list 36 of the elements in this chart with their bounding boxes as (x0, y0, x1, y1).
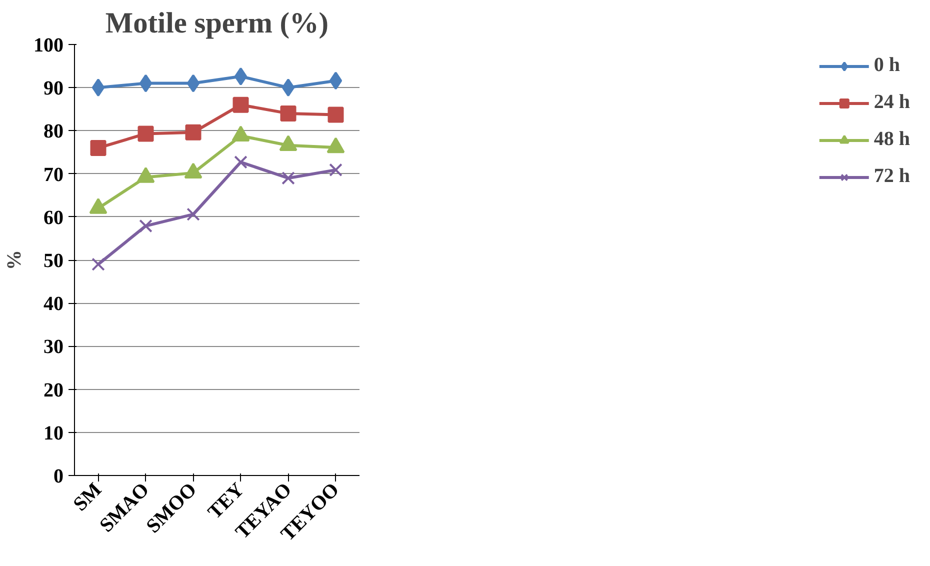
point (139, 219, 152, 233)
y-tick-label: 0 (54, 466, 64, 488)
y-tick-label: 10 (44, 422, 64, 444)
point (329, 163, 342, 177)
x-tick-label: SM (69, 478, 106, 516)
point (282, 171, 295, 185)
point (328, 106, 344, 123)
point (234, 156, 248, 169)
point (282, 78, 295, 97)
legend-label: 0 h (874, 54, 900, 77)
y-tick-label: 80 (44, 120, 64, 143)
y-tick-label: 90 (44, 78, 64, 100)
point (139, 74, 152, 92)
y-tick-label: 50 (44, 250, 64, 272)
point (329, 72, 342, 90)
point (186, 74, 200, 92)
point (138, 126, 154, 142)
legend-label: 24 h (874, 91, 910, 114)
y-tick-label: 60 (44, 206, 64, 229)
legend-label: 48 h (874, 128, 910, 151)
y-axis-title: % (4, 250, 26, 270)
y-tick-label: 100 (34, 34, 64, 56)
chart-title: Motile sperm (%) (105, 8, 329, 40)
legend-label: 72 h (874, 165, 910, 188)
point (234, 67, 248, 86)
point (232, 96, 249, 113)
point (185, 124, 202, 140)
y-tick-label: 30 (44, 336, 64, 358)
point (186, 208, 200, 221)
y-tick-label: 20 (44, 379, 64, 402)
point (92, 258, 105, 271)
point (90, 140, 106, 156)
y-tick-label: 40 (44, 293, 64, 316)
point (92, 78, 105, 97)
y-tick-label: 70 (44, 164, 64, 186)
point (280, 105, 296, 122)
